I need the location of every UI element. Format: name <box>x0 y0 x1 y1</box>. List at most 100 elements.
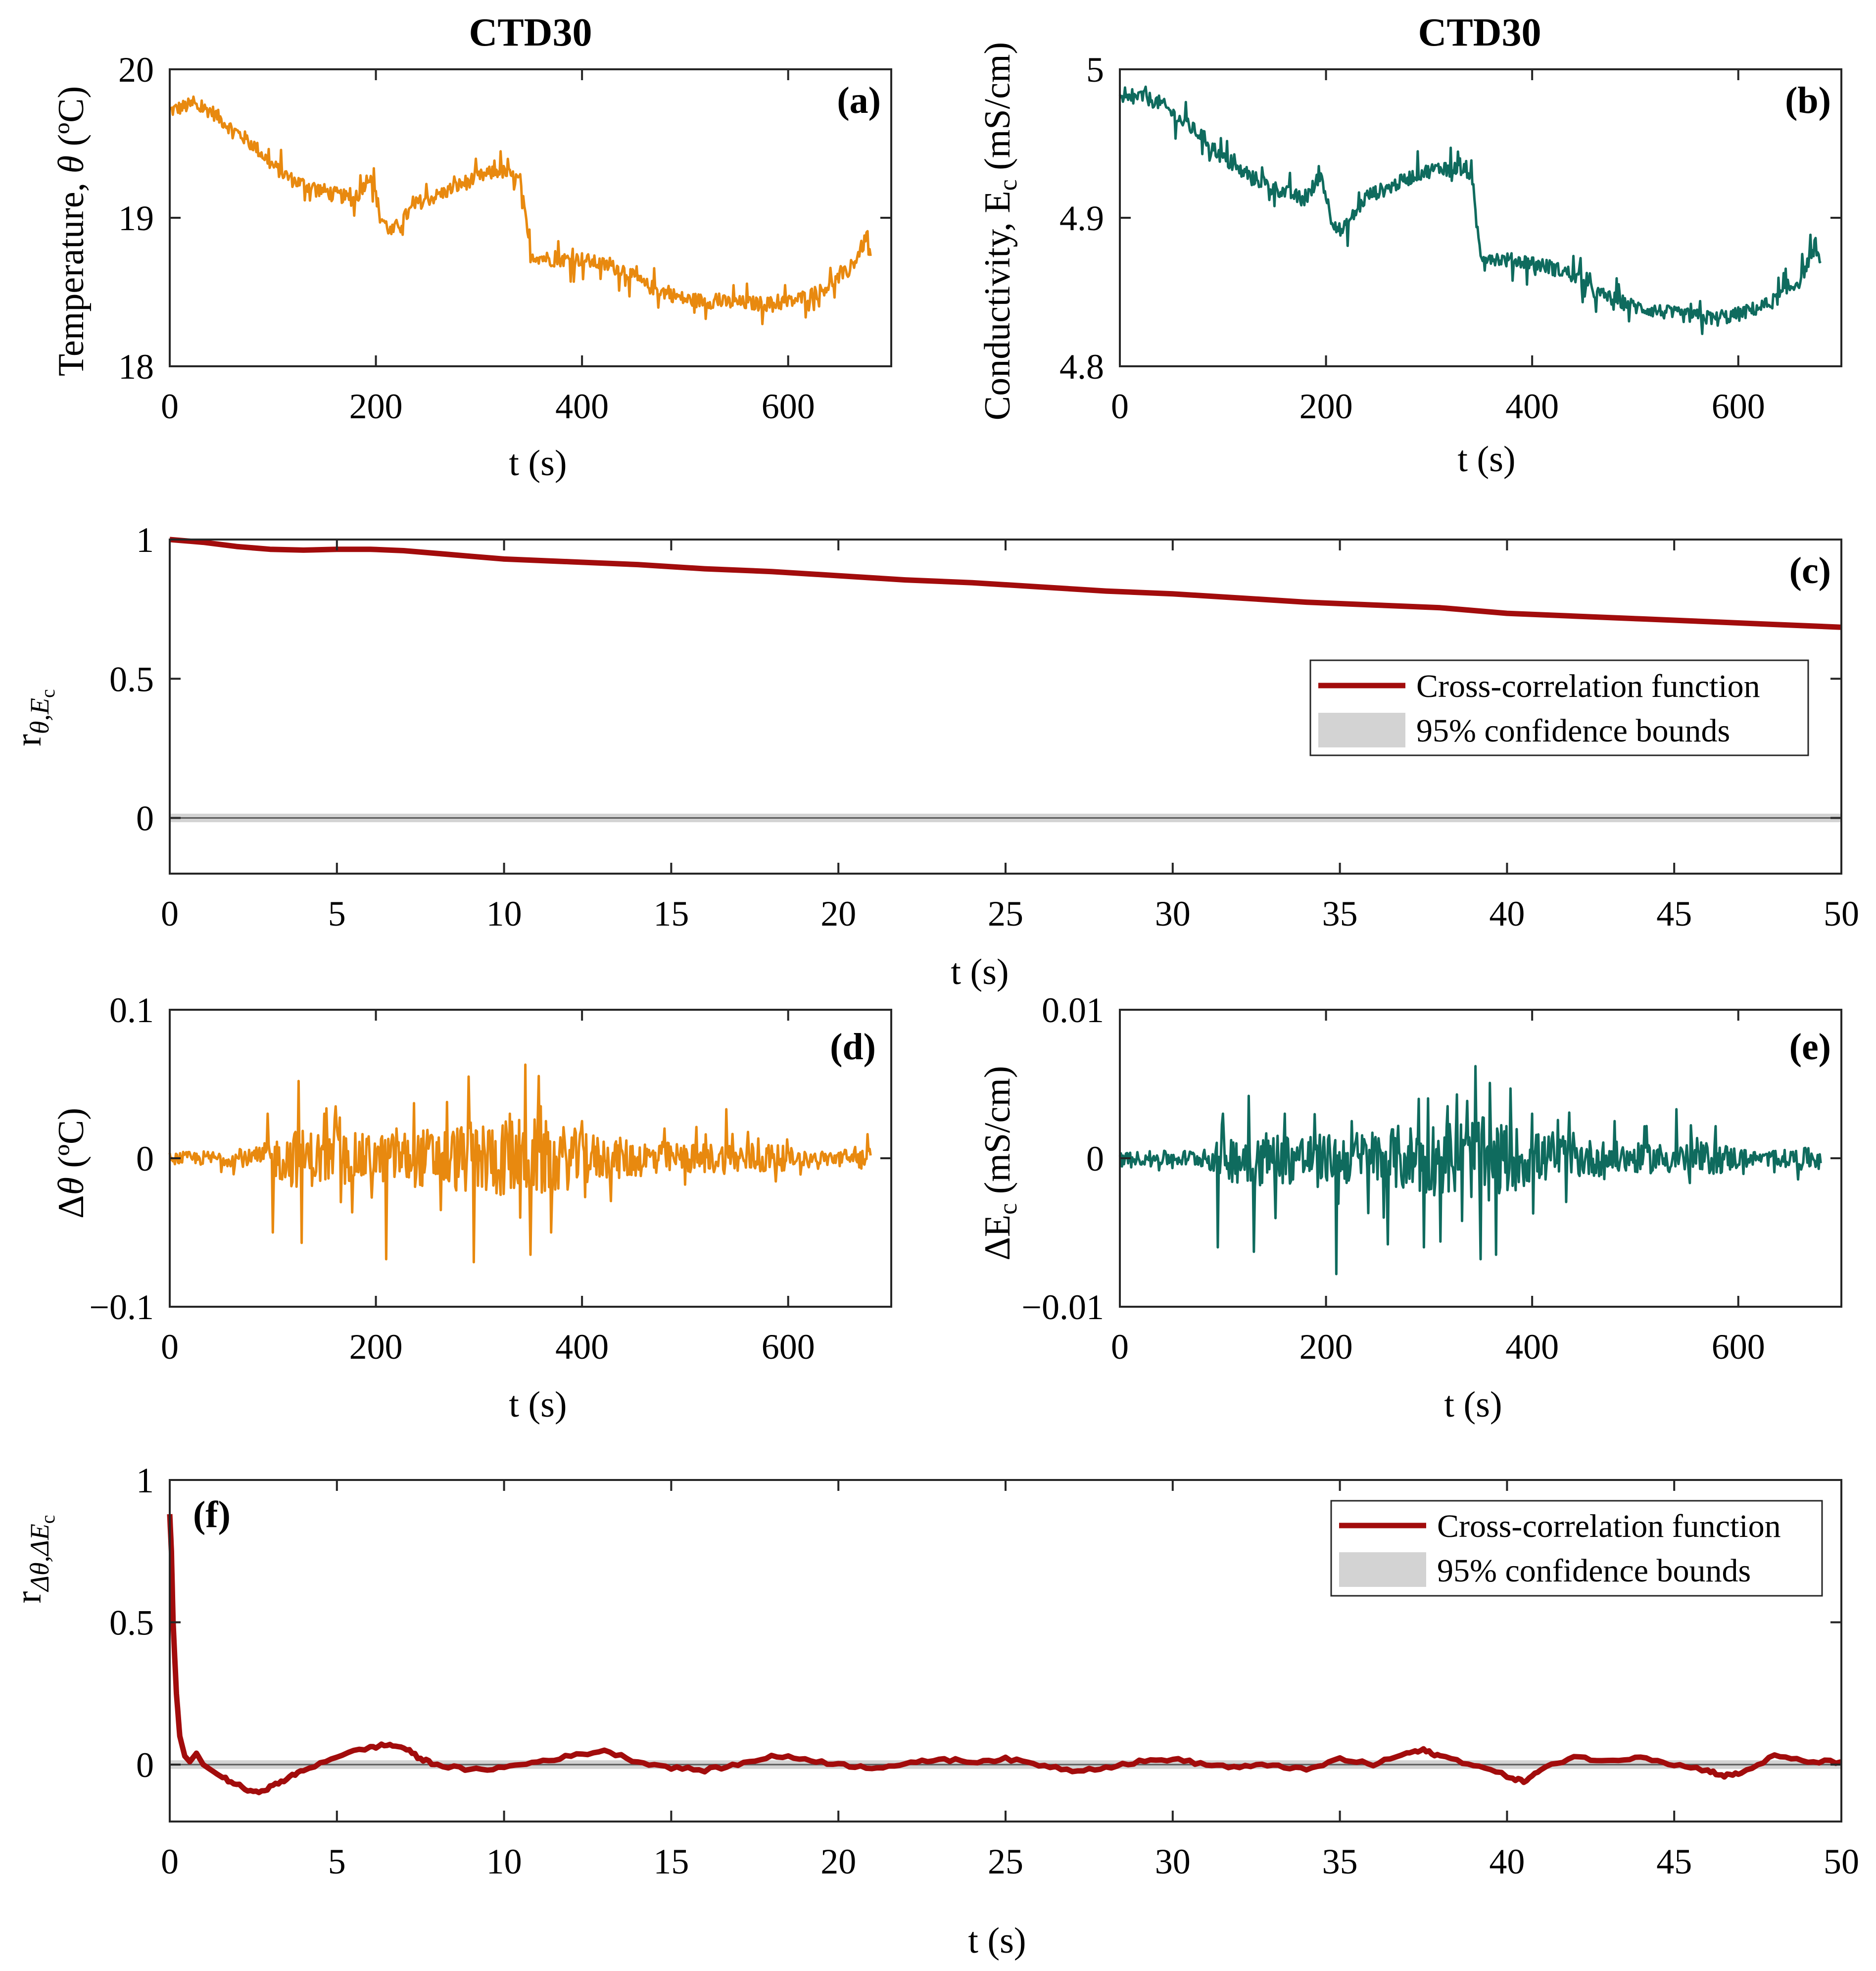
y-tick-label: 0 <box>136 1745 154 1785</box>
panel-a-xlabel: t (s) <box>509 443 567 484</box>
panel-a-ylabel-part1: Temperature, <box>51 173 92 376</box>
y-tick-label: 1 <box>136 520 154 560</box>
y-tick-label: 0.5 <box>109 1603 154 1643</box>
y-tick-label: 0.01 <box>1042 990 1104 1030</box>
panel-b: CTD30 0 200 400 600 4.8 4.9 5 (b) t (s) Conduc… <box>977 11 1842 480</box>
y-tick-label: 0.1 <box>109 990 154 1030</box>
y-tick-label: 18 <box>118 347 154 387</box>
panel-f-xlabel: t (s) <box>968 1921 1026 1961</box>
panel-f-legend-label-bounds: 95% confidence bounds <box>1437 1553 1751 1589</box>
x-tick-label: 0 <box>161 1842 179 1881</box>
y-tick-label: −0.1 <box>89 1287 154 1327</box>
x-tick-label: 40 <box>1489 1842 1525 1881</box>
y-tick-label: 4.8 <box>1059 347 1104 387</box>
panel-a-tag: (a) <box>837 80 881 121</box>
panel-f-ylabel-main: r <box>8 1591 49 1604</box>
panel-f: 0 5 10 15 20 25 30 35 40 45 50 0 0.5 1 (f) t (s) rΔθ,… <box>8 1461 1859 1961</box>
x-tick-label: 40 <box>1489 894 1525 934</box>
panel-b-xlabel: t (s) <box>1457 439 1515 480</box>
panel-c-ylabel: rθ,Ec <box>8 689 59 746</box>
panel-a-ylabel: Temperature, θ (ºC) <box>51 86 92 376</box>
y-tick-label: 1 <box>136 1461 154 1500</box>
x-tick-label: 400 <box>555 387 609 426</box>
y-tick-label: 19 <box>118 198 154 238</box>
panel-c-legend-band-swatch <box>1318 713 1405 747</box>
panel-f-tag: (f) <box>193 1494 231 1535</box>
signal-series-line <box>169 95 872 326</box>
panel-c-ylabel-main: r <box>8 734 49 746</box>
y-tick-label: 0 <box>1086 1139 1104 1179</box>
x-tick-label: 600 <box>762 387 815 426</box>
y-tick-label: 4.9 <box>1059 198 1104 238</box>
difference-series-line <box>1118 1065 1822 1276</box>
y-tick-label: 0 <box>136 799 154 838</box>
panel-b-ylabel: Conductivity, Ec (mS/cm) <box>977 42 1022 420</box>
panel-b-ylabel-unit: (mS/cm) <box>977 42 1018 179</box>
x-tick-label: 20 <box>820 1842 856 1881</box>
panel-d: 0 200 400 600−0.100.1 (d) t (s) Δθ (ºC) <box>51 990 892 1425</box>
panel-b-ticks: 0 200 400 600 4.8 4.9 5 <box>1059 50 1841 426</box>
panel-f-ticks: 0 5 10 15 20 25 30 35 40 45 50 0 0.5 1 <box>109 1461 1859 1881</box>
x-tick-label: 200 <box>349 1327 403 1367</box>
x-tick-label: 600 <box>1712 387 1765 426</box>
x-tick-label: 50 <box>1824 1842 1859 1881</box>
panel-c-legend-label-ccf: Cross-correlation function <box>1416 668 1760 704</box>
x-tick-label: 0 <box>161 387 179 426</box>
x-tick-label: 0 <box>161 894 179 934</box>
panel-c-ylabel-subsub: c <box>37 689 59 698</box>
x-tick-label: 45 <box>1656 1842 1692 1881</box>
panel-d-ylabel: Δθ (ºC) <box>51 1108 92 1219</box>
panel-d-ticks: 0 200 400 600−0.100.1 <box>89 990 891 1367</box>
x-tick-label: 400 <box>1505 387 1559 426</box>
panel-d-series <box>168 1063 872 1264</box>
panel-f-ylabel-subsub: c <box>37 1515 59 1524</box>
panel-f-ylabel: rΔθ,ΔEc <box>8 1515 59 1604</box>
x-tick-label: 200 <box>1299 387 1353 426</box>
x-tick-label: 5 <box>328 894 346 934</box>
panel-b-ylabel-sub: c <box>994 179 1022 191</box>
x-tick-label: 400 <box>1505 1327 1559 1367</box>
x-tick-label: 5 <box>328 1842 346 1881</box>
x-tick-label: 30 <box>1155 1842 1191 1881</box>
x-tick-label: 50 <box>1824 894 1859 934</box>
x-tick-label: 45 <box>1656 894 1692 934</box>
panel-d-xlabel: t (s) <box>509 1384 567 1425</box>
y-tick-label: 0.5 <box>109 659 154 699</box>
y-tick-label: 5 <box>1086 50 1104 90</box>
panel-a-ticks: 0 200 400 600 18 19 20 <box>118 50 891 426</box>
panel-e-ylabel-main: ΔE <box>977 1215 1018 1261</box>
panel-e-ylabel: ΔEc (mS/cm) <box>977 1066 1022 1260</box>
panel-e-xlabel: t (s) <box>1444 1384 1502 1425</box>
y-tick-label: 20 <box>118 50 154 90</box>
panel-e-series <box>1118 1065 1822 1276</box>
panel-f-ylabel-sub: Δθ,ΔE <box>25 1524 54 1592</box>
x-tick-label: 25 <box>988 1842 1023 1881</box>
panel-c-xlabel: t (s) <box>951 952 1009 992</box>
x-tick-label: 600 <box>762 1327 815 1367</box>
panel-d-ylabel-delta: Δ <box>51 1195 92 1219</box>
x-tick-label: 20 <box>820 894 856 934</box>
panel-f-series <box>167 1514 1842 1795</box>
x-tick-label: 25 <box>988 894 1023 934</box>
panel-e-tag: (e) <box>1789 1026 1831 1068</box>
panel-a-ylabel-unit: (ºC) <box>51 86 92 155</box>
panel-c-ticks: 0 5 10 15 20 25 30 35 40 45 50 0 0.5 1 <box>109 520 1859 934</box>
panel-d-tag: (d) <box>830 1026 876 1068</box>
x-tick-label: 200 <box>1299 1327 1353 1367</box>
panel-c-legend: Cross-correlation function 95% confidenc… <box>1309 659 1809 756</box>
y-tick-label: −0.01 <box>1021 1287 1104 1327</box>
x-tick-label: 15 <box>653 894 689 934</box>
signal-series-line <box>1118 85 1822 335</box>
panel-c-legend-label-bounds: 95% confidence bounds <box>1416 713 1730 749</box>
difference-series-line <box>168 1063 872 1264</box>
x-tick-label: 0 <box>161 1327 179 1367</box>
x-tick-label: 35 <box>1322 894 1358 934</box>
panel-f-legend-band-swatch <box>1339 1552 1426 1587</box>
x-tick-label: 35 <box>1322 1842 1358 1881</box>
panel-c-ylabel-sub: θ,E <box>25 698 54 734</box>
panel-e-ylabel-unit: (mS/cm) <box>977 1066 1018 1203</box>
